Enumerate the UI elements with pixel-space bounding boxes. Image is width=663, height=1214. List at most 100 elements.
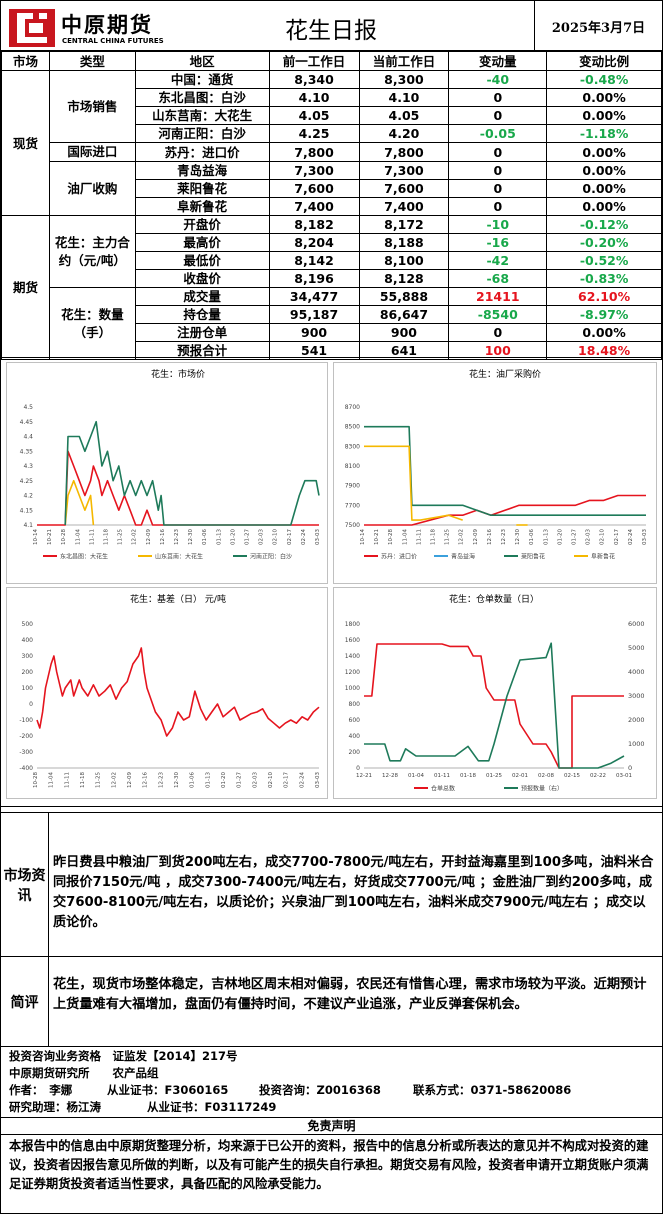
table-row: 最低价 8,142 8,100 -42 -0.52% [2,251,662,270]
current-value-cell: 4.20 [358,124,450,143]
change-cell: 0 [448,142,548,162]
y2-tick-label: 3000 [628,692,645,700]
y-tick-label: 4.4 [23,434,33,441]
x-tick-label: 12-30 [188,529,194,545]
type-cell: 油厂收购 [48,161,136,216]
assistant-name: 研究助理：杨江涛 [9,1100,101,1114]
warrant-chart: 花生：仓单数量（日） 1800 1600 1400 1200 1000 800 600 400 2… [333,587,657,799]
x-tick-label: 02-01 [512,773,528,779]
chart-title: 花生：基差（日） 元/吨 [130,593,226,605]
x-tick-label: 12-30 [174,772,180,788]
series-line-laiyang [364,425,646,516]
x-tick-label: 01-13 [205,772,211,788]
y-tick-label: 1000 [345,685,360,692]
current-value-cell: 55,888 [358,287,450,306]
y2-tick-label: 6000 [628,620,645,628]
y-tick-label: 8100 [345,463,360,470]
x-tick-label: 01-20 [221,772,227,788]
table-row: 预报合计 541 641 100 18.48% [2,341,662,360]
x-tick-label: 02-24 [301,529,307,545]
change-cell: 0 [448,161,548,180]
x-tick-label: 11-25 [96,772,102,788]
change-pct-cell: 0.00% [546,142,662,162]
table-row: 油厂收购 青岛益海 7,300 7,300 0 0.00% [2,161,662,216]
series-line-changtu [37,450,319,526]
legend-label: 苏丹：进口价 [381,553,417,561]
chart-title: 花生：油厂采购价 [469,368,541,380]
x-tick-label: 12-09 [146,529,152,545]
prev-value-cell: 34,477 [268,287,360,306]
prev-value-cell: 8,182 [268,215,360,234]
current-value-cell: 7,300 [358,161,450,180]
region-cell: 山东莒南：大花生 [134,106,270,125]
change-pct-cell: -0.52% [546,251,662,270]
change-cell: 0 [448,106,548,125]
table-header-row: 市场 类型 地区 前一工作日 当前工作日 变动量 变动比例 [1,51,662,71]
region-cell: 苏丹：进口价 [134,142,270,162]
header-type: 类型 [48,51,136,71]
x-tick-label: 02-10 [600,529,606,545]
y-tick-label: -100 [19,717,33,724]
x-tick-label: 03-03 [315,772,321,788]
x-tick-label: 11-25 [445,529,451,545]
current-value-cell: 8,300 [358,70,450,89]
change-cell: -40 [448,70,548,89]
current-value-cell: 4.10 [358,88,450,107]
region-cell: 注册仓单 [134,323,270,342]
report-title: 花生日报 [285,18,377,44]
comment-label: 简评 [1,957,49,1046]
y-tick-label: -400 [19,765,33,772]
x-tick-label: 11-04 [49,772,55,788]
change-cell: -42 [448,251,548,270]
y-tick-label: 7500 [345,522,360,529]
x-tick-label: 01-27 [245,529,251,545]
prev-value-cell: 4.10 [268,88,360,107]
change-cell: -10 [448,215,548,234]
y-tick-label: 1400 [345,653,360,660]
price-table: 市场 类型 地区 前一工作日 当前工作日 变动量 变动比例 现货 市场销售 中国：通… [1,51,662,360]
author-info: 投资咨询业务资格 证监发【2014】217号 中原期货研究所 农产品组 作者： … [1,1046,662,1117]
author-cert: 从业证书：F3060165 [107,1083,229,1097]
x-tick-label: 11-18 [431,529,437,545]
region-cell: 青岛益海 [134,161,270,180]
legend-label: 东北昌图：大花生 [60,553,108,561]
company-logo: 中原期货 CENTRAL CHINA FUTURES [9,8,169,48]
oil-mill-price-chart: 花生：油厂采购价 8700 8500 8300 8100 7900 7700 7500 10-1… [333,362,657,584]
x-tick-label: 01-11 [434,773,450,779]
change-pct-cell: -1.18% [546,124,662,143]
series-line-zhengyang [64,420,320,526]
charts-area: 花生：市场价 4.5 4.45 4.4 4.35 4.3 4.25 4.2 4.15 4.1 10-… [1,357,662,807]
x-tick-label: 01-06 [202,529,208,545]
x-tick-label: 11-11 [416,529,422,545]
current-value-cell: 4.05 [358,106,450,125]
x-tick-label: 02-22 [590,773,606,779]
organization: 中原期货研究所 农产品组 [9,1066,159,1080]
change-cell: 0 [448,323,548,342]
x-tick-label: 11-11 [89,529,95,545]
x-tick-label: 02-10 [273,529,279,545]
current-value-cell: 8,188 [358,233,450,252]
table-row: 现货 市场销售 中国：通货 8,340 8,300 -40 -0.48% [1,70,662,216]
y-tick-label: 400 [22,637,34,644]
series-line-basis [36,647,320,737]
x-tick-label: 11-18 [104,529,110,545]
region-cell: 收盘价 [134,269,270,288]
x-tick-label: 01-25 [486,773,502,779]
prev-value-cell: 7,800 [268,142,360,162]
x-tick-label: 12-02 [459,529,465,545]
x-tick-label: 02-15 [564,773,580,779]
table-row: 东北昌图：白沙 4.10 4.10 0 0.00% [2,88,662,107]
x-tick-label: 12-23 [501,529,507,545]
x-tick-label: 12-23 [174,529,180,545]
change-pct-cell: 0.00% [546,88,662,107]
prev-value-cell: 8,142 [268,251,360,270]
prev-value-cell: 7,600 [268,179,360,198]
series-line-warrant-total [364,643,624,769]
x-tick-label: 12-16 [160,529,166,545]
author-name: 作者： 李娜 [9,1083,73,1097]
change-pct-cell: -8.97% [546,305,662,324]
y-tick-label: 800 [349,701,361,708]
y2-tick-label: 2000 [628,716,645,724]
legend-label: 河南正阳：白沙 [250,553,292,561]
